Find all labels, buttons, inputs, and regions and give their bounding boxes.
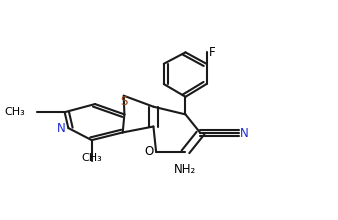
Text: CH₃: CH₃ [81,153,102,163]
Text: N: N [240,126,248,140]
Text: NH₂: NH₂ [174,163,197,176]
Text: O: O [144,145,153,158]
Text: N: N [57,121,66,135]
Text: S: S [120,95,127,108]
Text: CH₃: CH₃ [4,107,25,117]
Text: F: F [209,46,216,59]
